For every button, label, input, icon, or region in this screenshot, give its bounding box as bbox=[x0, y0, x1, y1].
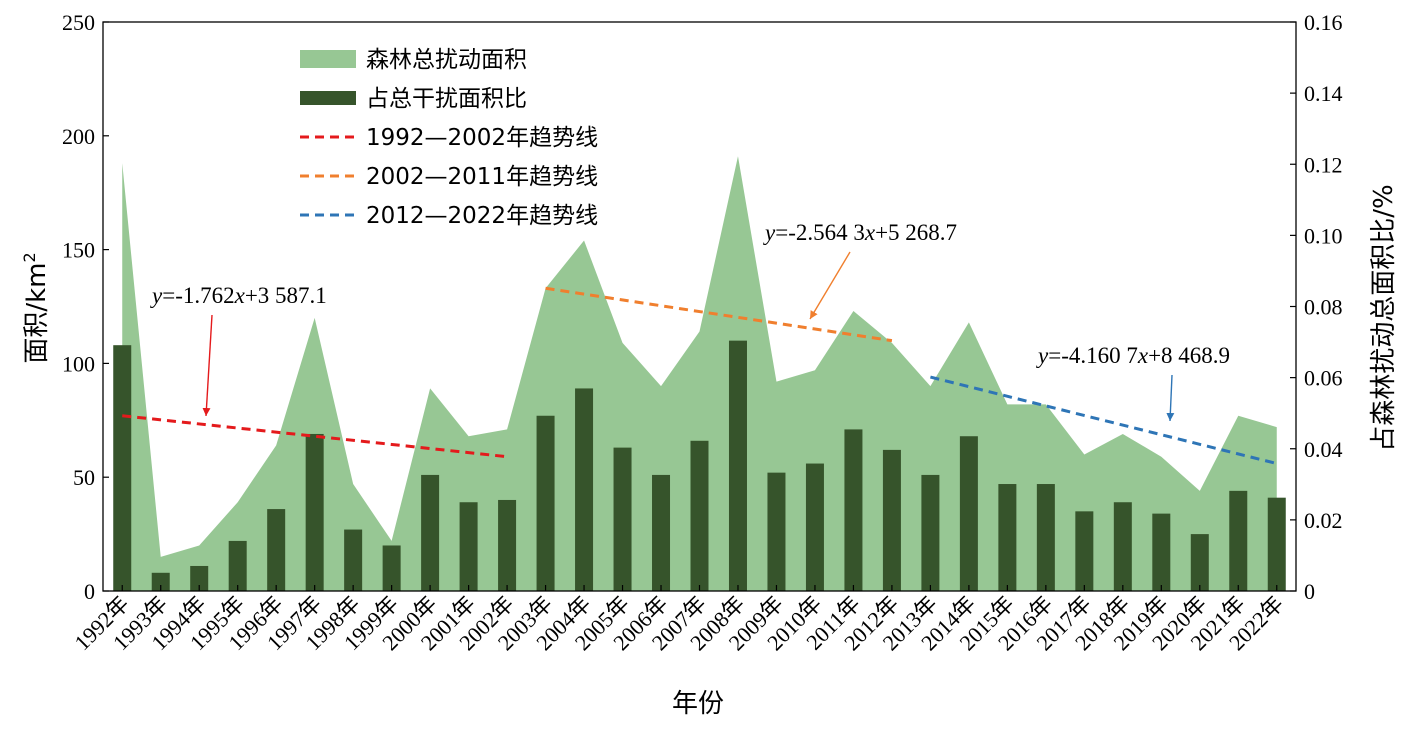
eq-x: x bbox=[234, 283, 246, 308]
bar-2005年 bbox=[613, 447, 632, 591]
bar-2003年 bbox=[536, 415, 555, 591]
legend-swatch-bar bbox=[300, 91, 356, 105]
bar-2012年 bbox=[882, 449, 901, 591]
bar-1999年 bbox=[382, 545, 401, 591]
x-axis-title: 年份 bbox=[672, 689, 724, 719]
trend-layer bbox=[122, 286, 1278, 465]
trend-line-2 bbox=[545, 286, 893, 343]
y-left-tick-label: 150 bbox=[62, 238, 95, 263]
bar-1998年 bbox=[344, 529, 363, 591]
equation-arrow-3 bbox=[1166, 374, 1175, 422]
bar-2013年 bbox=[921, 474, 940, 591]
trend-equation-1: y=-1.762x+3 587.1 bbox=[150, 283, 327, 308]
y-right-tick-label: 0.04 bbox=[1304, 437, 1343, 462]
y-axis-right-title: 占森林扰动总面积比/% bbox=[1369, 184, 1399, 451]
bar-1997年 bbox=[305, 433, 324, 591]
bar-2014年 bbox=[959, 436, 978, 591]
y-left-tick-label: 50 bbox=[73, 465, 95, 490]
bar-2000年 bbox=[421, 474, 440, 591]
legend-label-bar: 占总干扰面积比 bbox=[366, 86, 527, 112]
trend-equation-2: y=-2.564 3x+5 268.7 bbox=[763, 220, 957, 245]
bar-2004年 bbox=[575, 388, 594, 591]
y-right-tick-label: 0.14 bbox=[1304, 81, 1343, 106]
y-left-tick-label: 250 bbox=[62, 10, 95, 35]
bar-2006年 bbox=[652, 474, 671, 591]
y-right-tick-label: 0.08 bbox=[1304, 295, 1343, 320]
bar-2017年 bbox=[1075, 511, 1094, 591]
bar-2001年 bbox=[459, 502, 478, 591]
bar-2007年 bbox=[690, 440, 709, 591]
bar-2019年 bbox=[1152, 513, 1171, 591]
area-forest-disturbance bbox=[122, 156, 1277, 591]
bar-2018年 bbox=[1113, 502, 1132, 591]
legend-swatch-area bbox=[300, 50, 356, 68]
bar-1995年 bbox=[228, 540, 247, 591]
legend-label-trend-1: 1992—2002年趋势线 bbox=[366, 125, 598, 151]
bar-2009年 bbox=[767, 472, 786, 591]
bar-1992年 bbox=[113, 345, 132, 591]
legend-label-trend-3: 2012—2022年趋势线 bbox=[366, 203, 598, 229]
eq-intercept: +5 268.7 bbox=[875, 220, 957, 245]
bar-2011年 bbox=[844, 429, 863, 591]
equation-arrow-2 bbox=[809, 251, 851, 320]
y-left-tick-label: 0 bbox=[84, 579, 95, 604]
y-right-tick-label: 0.12 bbox=[1304, 152, 1343, 177]
eq-intercept: +3 587.1 bbox=[245, 283, 327, 308]
y-right-tick-label: 0 bbox=[1304, 579, 1315, 604]
y-left-tick-label: 100 bbox=[62, 351, 95, 376]
bar-2022年 bbox=[1267, 497, 1286, 591]
bar-2020年 bbox=[1190, 534, 1209, 591]
equation-layer: y=-1.762x+3 587.1y=-2.564 3x+5 268.7y=-4… bbox=[150, 220, 1230, 422]
eq-intercept: +8 468.9 bbox=[1148, 343, 1230, 368]
y-axis-left-title: 面积/km2 bbox=[20, 252, 52, 363]
bar-2008年 bbox=[728, 340, 747, 591]
eq-y: y bbox=[1036, 343, 1049, 368]
y-right-tick-label: 0.02 bbox=[1304, 508, 1343, 533]
eq-slope: =-2.564 3 bbox=[775, 220, 865, 245]
eq-y: y bbox=[763, 220, 776, 245]
eq-slope: =-1.762 bbox=[162, 283, 234, 308]
y-right-tick-label: 0.10 bbox=[1304, 223, 1343, 248]
trend-line-1 bbox=[122, 414, 508, 459]
y-left-tick-label: 200 bbox=[62, 124, 95, 149]
legend-label-area: 森林总扰动面积 bbox=[366, 47, 527, 73]
eq-x: x bbox=[864, 220, 876, 245]
bar-1996年 bbox=[267, 509, 286, 591]
bar-2015年 bbox=[998, 484, 1017, 591]
bar-1994年 bbox=[190, 565, 209, 591]
y-right-tick-label: 0.16 bbox=[1304, 10, 1343, 35]
bar-2002年 bbox=[498, 499, 517, 591]
eq-y: y bbox=[150, 283, 163, 308]
bar-2021年 bbox=[1229, 490, 1248, 591]
trend-equation-3: y=-4.160 7x+8 468.9 bbox=[1036, 343, 1230, 368]
bar-1993年 bbox=[151, 572, 170, 591]
y-right-tick-label: 0.06 bbox=[1304, 366, 1343, 391]
bar-layer bbox=[113, 340, 1286, 591]
eq-x: x bbox=[1137, 343, 1149, 368]
bar-2016年 bbox=[1036, 484, 1055, 591]
bar-2010年 bbox=[805, 463, 824, 591]
legend-label-trend-2: 2002—2011年趋势线 bbox=[366, 164, 598, 190]
equation-arrow-1 bbox=[202, 314, 213, 417]
area-layer bbox=[122, 156, 1277, 591]
eq-slope: =-4.160 7 bbox=[1048, 343, 1138, 368]
